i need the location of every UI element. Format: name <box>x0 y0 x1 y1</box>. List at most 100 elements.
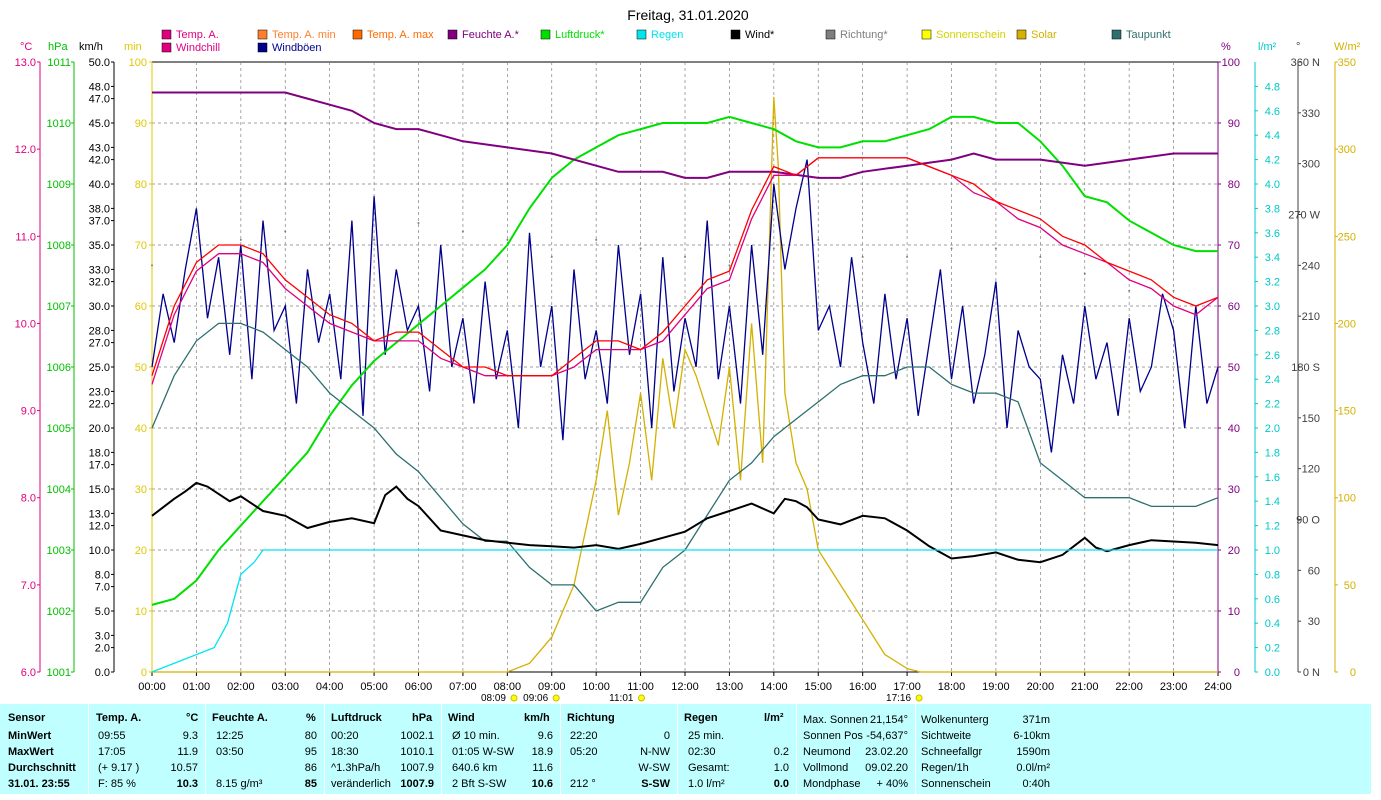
wind-unit: km/h <box>524 712 550 724</box>
rain-axis-tick-label: 1.0 <box>1265 545 1280 557</box>
temp-time: 09:55 <box>98 730 126 742</box>
sun-marker: 08:09 <box>481 693 518 704</box>
series-wind <box>151 481 1219 564</box>
rain-axis-tick-label: 0.2 <box>1265 643 1280 655</box>
solar-axis-tick-label: 50 <box>1344 580 1356 592</box>
x-tick-label: 22:00 <box>1115 681 1143 693</box>
humidity-value: 80 <box>304 730 317 742</box>
wind-axis-tick-label: 37.0 <box>89 216 110 228</box>
direction-point <box>506 238 509 241</box>
astro-key: Vollmond <box>803 762 849 774</box>
direction-point <box>1217 289 1219 292</box>
wind-desc: 2 Bft S-SW <box>452 778 507 790</box>
wind-axis-tick-label: 25.0 <box>89 362 110 374</box>
temp-header: Temp. A. <box>96 712 142 724</box>
solar-axis-tick-label: 150 <box>1338 406 1356 418</box>
wind-axis-tick-label: 32.0 <box>89 277 110 289</box>
pressure-axis-unit: hPa <box>48 41 68 53</box>
row-label: 31.01. 23:55 <box>8 778 70 790</box>
sunmin-axis-tick-label: 10 <box>135 606 147 618</box>
astro-key: Max. Sonnen <box>803 714 868 726</box>
x-tick-label: 00:00 <box>138 681 166 693</box>
humidity-unit: % <box>306 712 316 724</box>
temp-axis-tick-label: 13.0 <box>15 57 36 69</box>
direction-point <box>550 255 553 258</box>
pressure-axis-tick-label: 1005 <box>47 423 71 435</box>
x-tick-label: 18:00 <box>938 681 966 693</box>
direction-axis-tick-label: 120 <box>1302 464 1320 476</box>
temp-axis-unit: °C <box>20 41 32 53</box>
x-tick-label: 19:00 <box>982 681 1010 693</box>
temp-time: (+ 9.17 ) <box>98 762 140 774</box>
wind-desc: 01:05 W-SW <box>452 746 515 758</box>
sun-marker-label: 09:06 <box>523 693 548 704</box>
rain-axis-tick-label: 4.0 <box>1265 179 1280 191</box>
row-label: MinWert <box>8 730 52 742</box>
wind-axis-tick-label: 5.0 <box>95 606 110 618</box>
temp-axis-tick-label: 11.0 <box>15 231 36 243</box>
sensor-header: Sensor <box>8 712 46 724</box>
weather-value: 0.0l/m² <box>1016 762 1050 774</box>
wind-axis-tick-label: 35.0 <box>89 240 110 252</box>
direction-point <box>1172 289 1175 292</box>
sun-icon <box>637 694 645 702</box>
direction-axis-tick-label: 90 O <box>1296 515 1320 527</box>
rain-axis-tick-label: 4.8 <box>1265 81 1280 93</box>
x-tick-label: 21:00 <box>1071 681 1099 693</box>
direction-point <box>684 255 686 258</box>
legend-item: Richtung* <box>825 29 888 41</box>
direction-point <box>1128 289 1131 292</box>
direction-header: Richtung <box>567 712 615 724</box>
direction-axis-tick-label: 270 W <box>1288 210 1320 222</box>
pressure-axis-tick-label: 1011 <box>47 57 71 69</box>
direction-point <box>151 264 153 267</box>
x-tick-label: 03:00 <box>271 681 299 693</box>
sun-marker-label: 08:09 <box>481 693 506 704</box>
legend-item: Sonnenschein <box>921 29 1006 41</box>
humidity-axis-tick-label: 90 <box>1228 118 1240 130</box>
legend-swatch <box>921 29 932 40</box>
x-tick-label: 01:00 <box>183 681 211 693</box>
astro-key: Neumond <box>803 746 851 758</box>
solar-axis-tick-label: 350 <box>1338 57 1356 69</box>
rain-axis-tick-label: 2.8 <box>1265 325 1280 337</box>
humidity-axis-tick-label: 0 <box>1234 667 1240 679</box>
solar-axis-unit: W/m² <box>1334 41 1361 53</box>
temp-axis-tick-label: 10.0 <box>15 318 36 330</box>
humidity-value: 86 <box>304 762 317 774</box>
weather-key: Schneefallgr <box>921 746 983 758</box>
legend-item: Luftdruck* <box>540 29 605 41</box>
legend-swatch <box>352 29 363 40</box>
legend-item: Regen <box>636 29 683 41</box>
wind-axis-tick-label: 28.0 <box>89 325 110 337</box>
rain-axis-tick-label: 1.4 <box>1265 496 1280 508</box>
pressure-axis-tick-label: 1008 <box>47 240 71 252</box>
sun-marker: 09:06 <box>523 693 560 704</box>
wind-axis-tick-label: 40.0 <box>89 179 110 191</box>
rain-axis-tick-label: 2.2 <box>1265 399 1280 411</box>
weather-value: 371m <box>1022 714 1050 726</box>
direction-point <box>950 247 953 250</box>
rain-axis-tick-label: 0.4 <box>1265 618 1280 630</box>
rain-axis-tick-label: 4.4 <box>1265 130 1280 142</box>
legend-swatch <box>257 42 268 53</box>
rain-axis-tick-label: 0.6 <box>1265 594 1280 606</box>
wind-axis-tick-label: 13.0 <box>89 508 110 520</box>
direction-point <box>817 238 820 241</box>
legend-label: Temp. A. <box>176 29 219 41</box>
rain-desc: 25 min. <box>688 730 725 742</box>
summary-panel: Sensor Temp. A. °C Feuchte A. % Luftdruc… <box>0 704 1371 794</box>
weather-value: 1590m <box>1016 746 1050 758</box>
sunmin-axis-tick-label: 40 <box>135 423 147 435</box>
weather-chart: Freitag, 31.01.2020 Temp. A. Temp. A. min T… <box>15 7 1361 704</box>
humidity-time: 12:25 <box>216 730 244 742</box>
direction-axis-tick-label: 210 <box>1302 311 1320 323</box>
legend-label: Taupunkt <box>1126 29 1171 41</box>
direction-point <box>994 247 997 250</box>
x-tick-label: 07:00 <box>449 681 477 693</box>
x-tick-label: 06:00 <box>405 681 433 693</box>
legend-item: Feuchte A.* <box>447 29 520 41</box>
wind-axis-tick-label: 47.0 <box>89 94 110 106</box>
rain-axis-tick-label: 4.6 <box>1265 106 1280 118</box>
rain-axis-tick-label: 3.4 <box>1265 252 1280 264</box>
